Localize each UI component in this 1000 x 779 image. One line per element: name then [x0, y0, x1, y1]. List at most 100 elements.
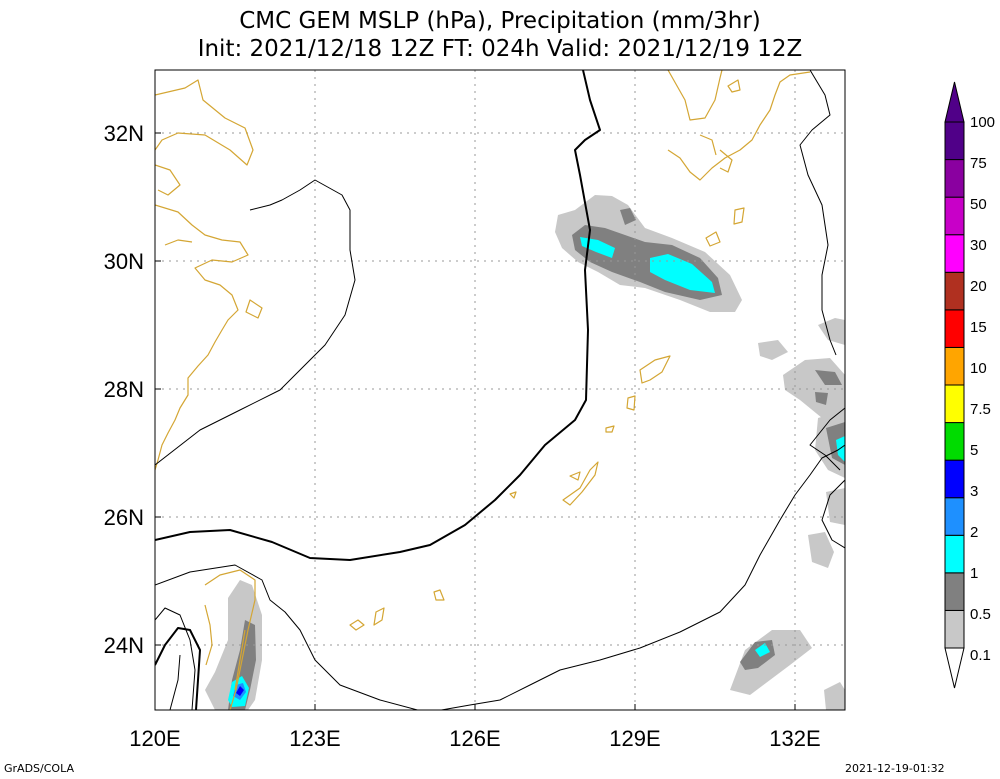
precip-area-east — [826, 488, 845, 525]
colorbar-segment — [944, 384, 965, 424]
isobar-layer — [155, 70, 845, 710]
china-coastline — [155, 204, 249, 471]
colorbar-top-arrow — [944, 81, 965, 123]
isobar — [799, 70, 837, 356]
colorbar-segment — [944, 196, 965, 236]
map-title: CMC GEM MSLP (hPa), Precipitation (mm/3h… — [239, 8, 761, 34]
colorbar-segment — [944, 422, 965, 461]
colorbar-segment — [944, 534, 965, 574]
taiwan-coastline — [204, 569, 256, 710]
isobar — [155, 70, 601, 561]
precip-area-east — [815, 370, 842, 385]
colorbar-label: 30 — [970, 237, 987, 254]
colorbar-label: 2 — [970, 524, 978, 541]
colorbar-label: 100 — [970, 114, 995, 131]
island-coastline — [562, 461, 599, 506]
island-coastline — [569, 471, 581, 481]
precip-area-east — [824, 682, 845, 710]
colorbar-segment — [944, 159, 965, 198]
footer-timestamp: 2021-12-19-01:32 — [845, 762, 945, 775]
lon-tick-label: 129E — [609, 726, 660, 751]
map-subtitle: Init: 2021/12/18 12Z FT: 024h Valid: 202… — [197, 36, 803, 62]
precip-area-southeast — [730, 630, 812, 695]
lat-tick-label: 24N — [104, 633, 144, 658]
colorbar-segment — [944, 459, 965, 499]
precip-area-east — [783, 358, 845, 418]
colorbar: 100 75 50 30 20 15 10 7.5 5 3 2 1 0.5 0.… — [944, 81, 995, 689]
precip-area-east — [815, 392, 828, 405]
precip-area-north — [620, 208, 636, 225]
colorbar-label: 5 — [970, 442, 978, 459]
colorbar-label: 1 — [970, 565, 978, 582]
isobar — [155, 607, 196, 710]
isobar — [821, 479, 845, 549]
isobar — [155, 627, 201, 710]
precipitation-layer — [205, 195, 845, 710]
colorbar-segment — [944, 121, 965, 161]
precip-area-east — [836, 436, 845, 462]
taiwan-coastline — [234, 629, 246, 691]
island-coastline — [733, 207, 745, 225]
isobar — [155, 179, 356, 466]
colorbar-label: 75 — [970, 155, 987, 172]
colorbar-label: 15 — [970, 319, 987, 336]
lon-tick-label: 123E — [289, 726, 340, 751]
isobar — [438, 444, 845, 710]
graticule — [155, 70, 845, 710]
lat-tick-label: 26N — [104, 505, 144, 530]
colorbar-label: 0.5 — [970, 606, 991, 623]
colorbar-segment — [944, 234, 965, 273]
island-coastline — [605, 425, 615, 433]
lat-tick-label: 32N — [104, 121, 144, 146]
island-coastline — [639, 355, 671, 384]
china-coastline — [245, 299, 263, 319]
map-frame — [154, 69, 846, 711]
precip-area-east — [818, 318, 845, 345]
china-coastline — [155, 164, 181, 196]
colorbar-bottom-arrow — [944, 647, 965, 689]
island-coastline — [373, 607, 385, 626]
lon-tick-label: 120E — [129, 726, 180, 751]
island-coastline — [509, 491, 517, 499]
lon-tick-label: 126E — [449, 726, 500, 751]
footer-credit: GrADS/COLA — [4, 762, 74, 775]
island-coastline — [626, 395, 636, 411]
colorbar-label: 0.1 — [970, 647, 991, 664]
precip-area-east — [808, 532, 834, 568]
colorbar-label: 20 — [970, 278, 987, 295]
china-coastline — [155, 79, 254, 166]
precip-area-east — [758, 340, 788, 360]
coastline-layer — [155, 70, 811, 710]
colorbar-segment — [944, 497, 965, 536]
colorbar-label: 7.5 — [970, 401, 991, 418]
colorbar-label: 50 — [970, 196, 987, 213]
colorbar-label: 10 — [970, 360, 987, 377]
axis-ticks — [154, 132, 796, 710]
colorbar-segment — [944, 609, 965, 649]
colorbar-segment — [944, 572, 965, 611]
colorbar-segment — [944, 346, 965, 386]
japan-coastline — [699, 134, 717, 156]
lat-tick-label: 30N — [104, 249, 144, 274]
japan-coastline — [727, 79, 741, 93]
japan-coastline — [719, 149, 733, 173]
japan-coastline — [667, 71, 811, 181]
isobar — [169, 654, 181, 710]
island-coastline — [705, 231, 721, 247]
colorbar-segment — [944, 309, 965, 348]
lon-tick-label: 132E — [769, 726, 820, 751]
precip-area-taiwan — [236, 686, 244, 696]
island-coastline — [349, 619, 365, 631]
precip-area-north — [650, 254, 715, 293]
island-coastline — [433, 589, 445, 601]
precip-area-southeast — [755, 643, 770, 657]
lat-tick-label: 28N — [104, 377, 144, 402]
colorbar-segment — [944, 271, 965, 311]
colorbar-label: 3 — [970, 483, 978, 500]
taiwan-coastline — [204, 604, 213, 666]
isobar — [155, 564, 420, 710]
japan-coastline — [667, 70, 723, 121]
china-coastline — [164, 239, 193, 246]
isobar — [809, 407, 845, 471]
